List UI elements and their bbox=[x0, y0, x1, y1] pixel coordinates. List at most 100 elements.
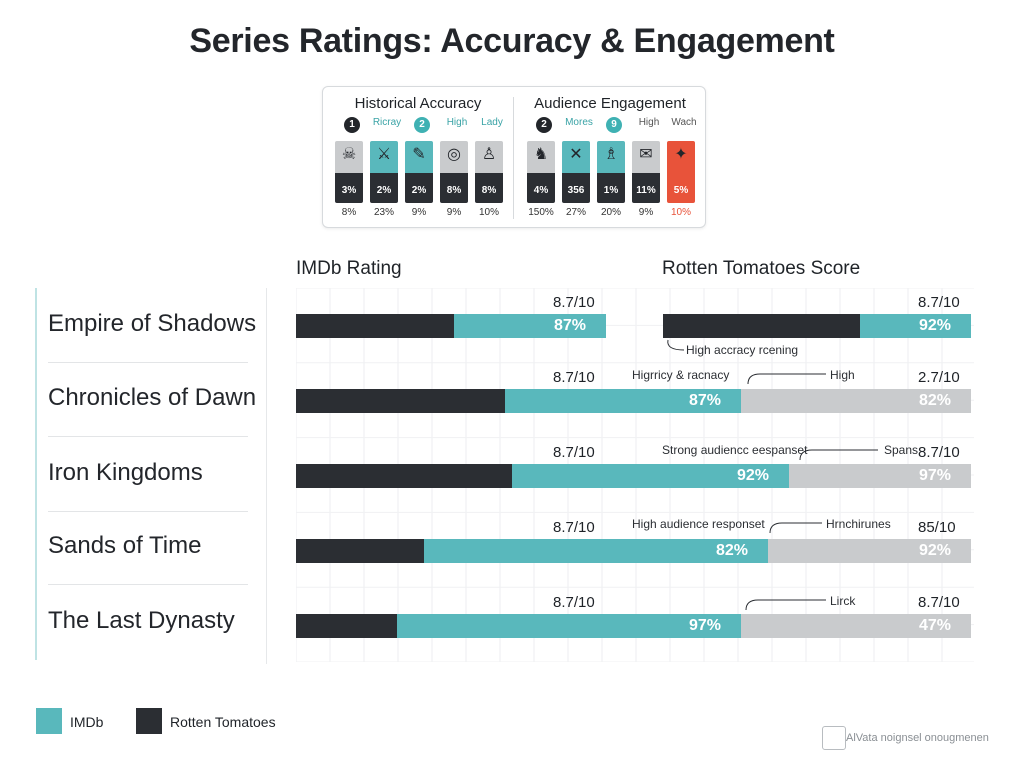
chat-icon: ✉ bbox=[639, 146, 653, 163]
row-separator bbox=[48, 511, 248, 512]
metric-subvalue: 10% bbox=[478, 207, 499, 218]
bar-value-label: 87% bbox=[554, 317, 587, 334]
bust-icon: ♙ bbox=[481, 146, 497, 163]
metric-tile-bottom bbox=[562, 173, 590, 203]
chart-annotation: Lirck bbox=[830, 594, 856, 608]
shield-icon: ◎ bbox=[447, 146, 461, 163]
imdb-score: 8.7/10 bbox=[553, 594, 595, 611]
bar-segment-grey bbox=[741, 389, 971, 413]
bar-segment-dark bbox=[296, 389, 505, 413]
metric-tile-bottom bbox=[667, 173, 695, 203]
metric-tile-bottom bbox=[440, 173, 468, 203]
metric-header: Wach bbox=[671, 117, 697, 128]
metric-tile-top bbox=[475, 141, 503, 173]
footer-note: AlVata noignsel onougmenen bbox=[846, 732, 989, 744]
metric-subvalue: 23% bbox=[373, 207, 394, 218]
metric-badge: 9 bbox=[606, 117, 622, 133]
rating-bar: 92% 97% bbox=[296, 464, 971, 488]
metric-tile-top bbox=[667, 141, 695, 173]
rt-score: 8.7/10 bbox=[918, 594, 960, 611]
rating-bar: 87% bbox=[296, 314, 606, 338]
dragon-icon: ✦ bbox=[674, 146, 688, 163]
metric-tile: ♗ 1% bbox=[597, 141, 625, 203]
metric-tile-bottom bbox=[475, 173, 503, 203]
rt-column-header: Rotten Tomatoes Score bbox=[662, 258, 861, 279]
metric-tile: ◎ 8% bbox=[440, 141, 468, 203]
rt-score: 8.7/10 bbox=[918, 294, 960, 311]
bar-segment-dark bbox=[663, 314, 860, 338]
metric-value: 8% bbox=[446, 185, 462, 196]
metric-subvalue: 10% bbox=[670, 207, 691, 218]
metric-tile: ✕ 356 bbox=[562, 141, 590, 203]
metric-tile: ⚔ 2% bbox=[370, 141, 398, 203]
chart-annotation: High bbox=[830, 368, 855, 382]
panel-divider bbox=[513, 97, 514, 219]
bar-value-label: 97% bbox=[919, 467, 952, 484]
rating-bar: 87% 82% bbox=[296, 389, 971, 413]
chart-annotation: High accracy rcening bbox=[686, 343, 799, 357]
metric-header: Lady bbox=[481, 117, 503, 128]
bar-segment-teal bbox=[512, 464, 789, 488]
metric-header: High bbox=[638, 117, 660, 128]
metric-tile-top bbox=[527, 141, 555, 173]
legend-label-imdb: IMDb bbox=[70, 714, 104, 730]
metric-tile: ✦ 5% bbox=[667, 141, 695, 203]
audience-engagement-title: Audience Engagement bbox=[534, 95, 686, 112]
bar-segment-teal bbox=[505, 389, 741, 413]
metric-subvalue: 150% bbox=[528, 207, 554, 218]
metric-tile-top bbox=[597, 141, 625, 173]
metric-tile: ♙ 8% bbox=[475, 141, 503, 203]
series-name: Chronicles of Dawn bbox=[48, 384, 257, 411]
historical-accuracy-group: Historical Accuracy 1 ☠ 3% 8% Ricray ⚔ 2% 23% 2 ✎… bbox=[323, 87, 513, 227]
metric-value: 2% bbox=[376, 185, 392, 196]
figure-icon: ♗ bbox=[603, 146, 619, 163]
metric-tile: ☠ 3% bbox=[335, 141, 363, 203]
metric-header: 2 bbox=[399, 117, 445, 133]
bar-segment-teal bbox=[454, 314, 606, 338]
metric-value: 4% bbox=[533, 185, 549, 196]
left-accent-rule bbox=[35, 288, 37, 660]
imdb-column-header: IMDb Rating bbox=[296, 258, 402, 279]
metric-value: 1% bbox=[603, 185, 619, 196]
legend-label-rotten-tomatoes: Rotten Tomatoes bbox=[170, 714, 276, 730]
swords-icon: ✕ bbox=[569, 146, 583, 163]
left-separator bbox=[266, 288, 267, 664]
chart-annotation: Strong audiencc eespanset bbox=[662, 443, 808, 457]
metric-tile-bottom bbox=[405, 173, 433, 203]
bar-segment-teal bbox=[397, 614, 741, 638]
metric-tile: ✎ 2% bbox=[405, 141, 433, 203]
crowd-icon: ♞ bbox=[533, 146, 549, 163]
imdb-score: 8.7/10 bbox=[553, 294, 595, 311]
metric-value: 2% bbox=[411, 185, 427, 196]
scroll-icon: ✎ bbox=[412, 146, 426, 163]
metric-subvalue: 9% bbox=[638, 207, 654, 218]
metric-value: 5% bbox=[673, 185, 689, 196]
bar-segment-grey bbox=[789, 464, 971, 488]
bar-value-label: 87% bbox=[689, 392, 722, 409]
metric-tile-top bbox=[335, 141, 363, 173]
row-separator bbox=[48, 436, 248, 437]
metrics-panel: Historical Accuracy 1 ☠ 3% 8% Ricray ⚔ 2% 23% 2 ✎… bbox=[322, 86, 706, 228]
imdb-score: 8.7/10 bbox=[553, 369, 595, 386]
legend-swatch-rotten-tomatoes bbox=[136, 708, 162, 734]
imdb-score: 8.7/10 bbox=[553, 519, 595, 536]
metric-tile-bottom bbox=[527, 173, 555, 203]
chart-annotation: Hrnchirunes bbox=[826, 517, 891, 531]
imdb-score: 8.7/10 bbox=[553, 444, 595, 461]
metric-tile-top bbox=[405, 141, 433, 173]
rating-bar: 92% bbox=[663, 314, 971, 338]
chart-annotation: High audience responset bbox=[632, 517, 765, 531]
metric-header: 9 bbox=[591, 117, 637, 133]
bar-value-label: 47% bbox=[919, 617, 952, 634]
metric-badge: 1 bbox=[344, 117, 360, 133]
metric-badge: 2 bbox=[536, 117, 552, 133]
bar-value-label: 92% bbox=[737, 467, 770, 484]
bar-segment-grey bbox=[768, 539, 971, 563]
metric-value: 11% bbox=[636, 185, 656, 196]
bar-segment-grey bbox=[741, 614, 971, 638]
rt-score: 2.7/10 bbox=[918, 369, 960, 386]
series-name: Empire of Shadows bbox=[48, 310, 257, 337]
row-separator bbox=[48, 362, 248, 363]
historical-accuracy-title: Historical Accuracy bbox=[354, 95, 482, 112]
mask-icon: ☠ bbox=[341, 146, 357, 163]
